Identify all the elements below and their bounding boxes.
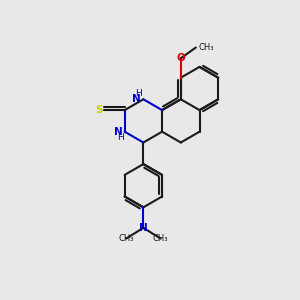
Text: CH₃: CH₃ <box>118 234 134 243</box>
Text: CH₃: CH₃ <box>153 234 168 243</box>
Text: O: O <box>176 53 185 63</box>
Text: N: N <box>132 94 141 104</box>
Text: H: H <box>117 133 124 142</box>
Text: N: N <box>139 223 148 233</box>
Text: S: S <box>95 105 103 115</box>
Text: H: H <box>136 89 142 98</box>
Text: CH₃: CH₃ <box>199 43 214 52</box>
Text: N: N <box>114 127 122 137</box>
